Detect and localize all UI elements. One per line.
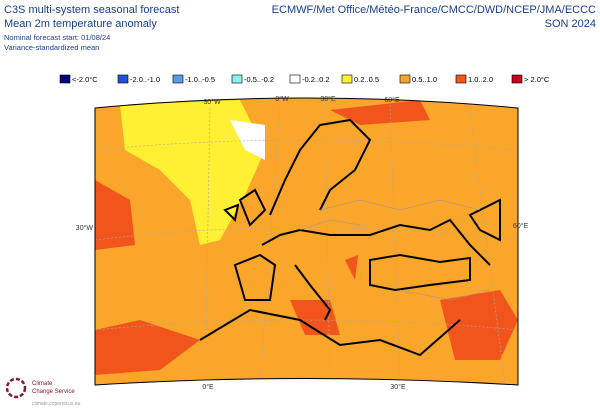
graticule-label: 30°E bbox=[390, 383, 406, 391]
graticule-label: 60°E bbox=[513, 222, 529, 230]
legend-label: -1.0..-0.5 bbox=[185, 75, 215, 84]
legend-swatch bbox=[172, 74, 184, 84]
legend: <-2.0°C -2.0..-1.0 -1.0..-0.5 -0.5..-0.2 -0.… bbox=[59, 74, 550, 84]
graticule-label: 30°W bbox=[203, 98, 221, 106]
legend-swatch bbox=[231, 74, 243, 84]
legend-swatch bbox=[511, 74, 523, 84]
legend-label: 0.2..0.5 bbox=[354, 75, 379, 84]
graticule-label: 30°E bbox=[320, 95, 336, 103]
graticule-label: 30°W bbox=[76, 224, 94, 232]
subtitle: Nominal forecast start: 01/08/24 bbox=[4, 33, 110, 42]
legend-label: -0.2..0.2 bbox=[302, 75, 330, 84]
subtitle: Variance-standardized mean bbox=[4, 43, 99, 52]
graticule-label: 60°E bbox=[384, 96, 400, 104]
legend-swatch bbox=[455, 74, 467, 84]
graticule-label: 0°E bbox=[202, 383, 214, 391]
legend-label: > 2.0°C bbox=[524, 75, 550, 84]
logo-url: climate.copernicus.eu bbox=[32, 401, 81, 407]
logo: Climate Change Service climate.copernicu… bbox=[5, 377, 81, 407]
legend-label: <-2.0°C bbox=[72, 75, 98, 84]
logo-text: Climate bbox=[32, 381, 53, 387]
legend-swatch bbox=[399, 74, 411, 84]
legend-swatch bbox=[59, 74, 71, 84]
legend-label: -2.0..-1.0 bbox=[130, 75, 160, 84]
title: C3S multi-system seasonal forecast bbox=[4, 4, 179, 16]
graticule-label: 0°W bbox=[275, 95, 289, 103]
legend-label: -0.5..-0.2 bbox=[244, 75, 274, 84]
legend-swatch bbox=[289, 74, 301, 84]
legend-label: 0.5..1.0 bbox=[412, 75, 437, 84]
legend-swatch bbox=[117, 74, 129, 84]
title-right: SON 2024 bbox=[545, 18, 596, 30]
legend-swatch bbox=[341, 74, 353, 84]
title: Mean 2m temperature anomaly bbox=[4, 18, 157, 30]
legend-label: 1.0..2.0 bbox=[468, 75, 493, 84]
logo-text: Change Service bbox=[32, 389, 75, 395]
map: 30°W 0°W 30°E 60°E 30°W 60°E 0°E 30°E bbox=[76, 95, 529, 391]
title-right: ECMWF/Met Office/Météo-France/CMCC/DWD/N… bbox=[272, 4, 596, 16]
